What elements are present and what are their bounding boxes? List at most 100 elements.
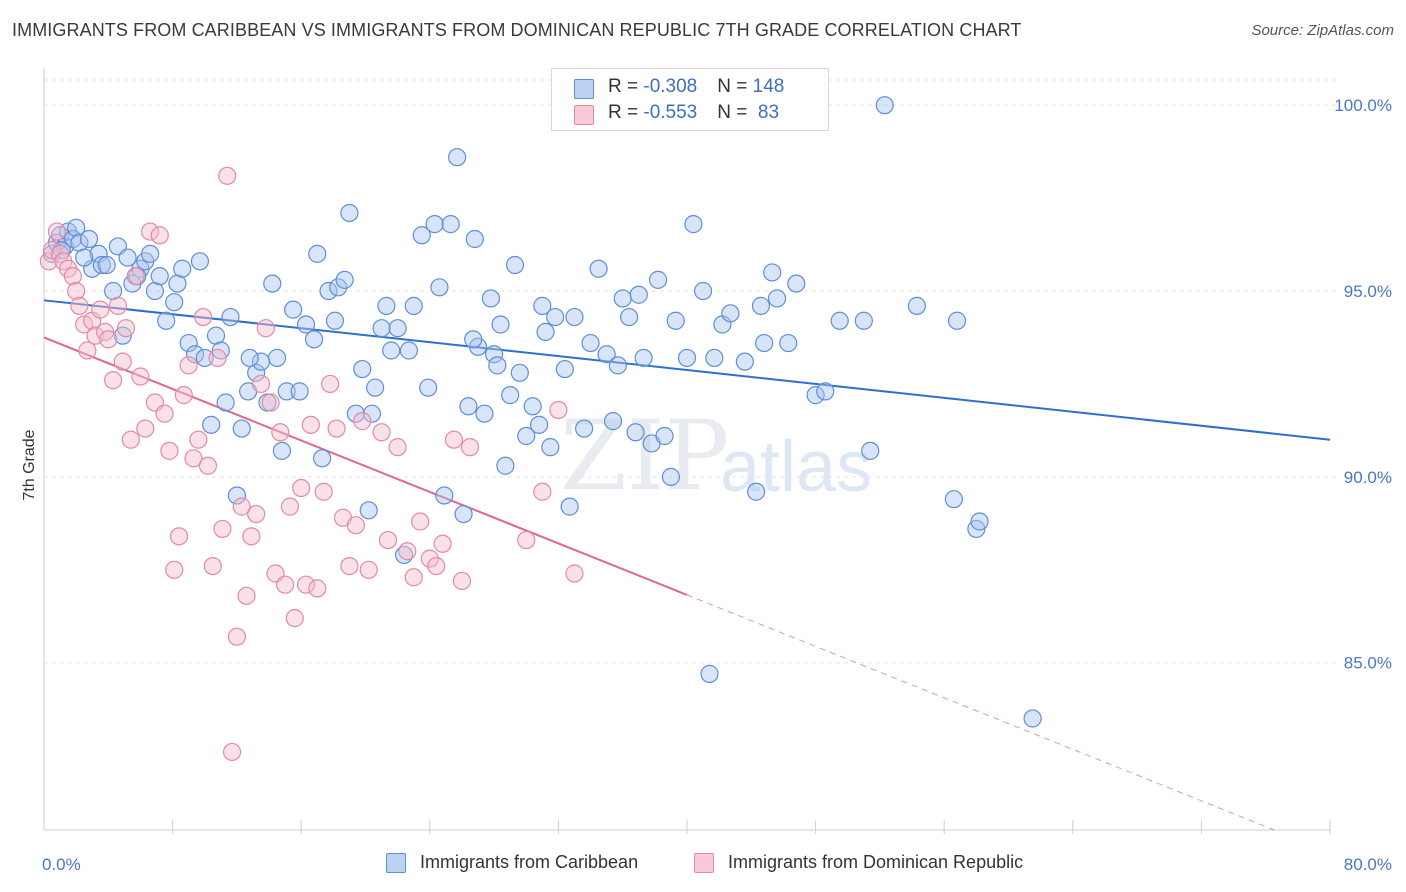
y-axis-label: 7th Grade (21, 429, 38, 500)
legend-n-label: N = (717, 76, 753, 97)
point-caribbean (388, 319, 407, 338)
point-caribbean (464, 330, 483, 349)
trend-line-solid-1 (43, 336, 688, 596)
point-caribbean (608, 356, 627, 375)
point-dominican (184, 449, 203, 468)
point-caribbean (944, 490, 963, 509)
point-caribbean (634, 348, 653, 368)
point-caribbean (308, 244, 327, 263)
point-caribbean (501, 386, 520, 405)
point-caribbean (517, 426, 536, 446)
point-caribbean (290, 382, 309, 401)
point-dominican (165, 560, 184, 579)
point-dominican (136, 419, 155, 438)
point-dominican (70, 296, 89, 315)
point-caribbean (454, 504, 473, 524)
point-caribbean (150, 267, 169, 286)
point-caribbean (947, 311, 967, 330)
point-dominican (208, 348, 227, 368)
legend-swatch-caribbean (574, 79, 594, 99)
point-caribbean (626, 423, 645, 442)
point-caribbean (560, 497, 579, 516)
point-caribbean (661, 467, 681, 486)
point-dominican (378, 530, 398, 550)
point-caribbean (382, 341, 401, 360)
point-dominican (296, 575, 316, 594)
point-caribbean (565, 307, 584, 327)
legend-r-label: R = (608, 102, 644, 123)
point-dominican (517, 530, 536, 550)
point-caribbean (221, 307, 240, 327)
point-caribbean (555, 359, 574, 379)
point-caribbean (747, 482, 766, 501)
point-caribbean (296, 315, 316, 334)
point-dominican (140, 222, 160, 241)
point-caribbean (216, 393, 235, 412)
point-dominican (99, 330, 118, 349)
point-caribbean (629, 285, 648, 304)
point-dominican (63, 267, 83, 286)
trend-line-dashed-1 (686, 594, 1275, 831)
point-caribbean (620, 307, 639, 327)
point-caribbean (597, 345, 616, 364)
point-caribbean (319, 281, 338, 301)
legend-swatch-dominican (574, 105, 594, 125)
point-dominican (280, 497, 300, 516)
point-caribbean (232, 419, 251, 438)
point-caribbean (227, 486, 246, 505)
bottom-legend-swatch-dominican (694, 853, 714, 873)
legend-n-label: N = (717, 102, 753, 123)
point-caribbean (806, 386, 825, 405)
point-dominican (460, 438, 480, 457)
legend-n-value: 148 (752, 76, 785, 97)
point-caribbean (816, 382, 835, 401)
point-dominican (242, 527, 261, 546)
point-dominican (404, 568, 423, 587)
point-dominican (47, 222, 66, 241)
point-caribbean (700, 664, 719, 683)
point-caribbean (97, 255, 116, 275)
point-dominican (444, 430, 464, 449)
point-dominican (398, 542, 417, 561)
point-dominican (372, 423, 391, 442)
point-caribbean (603, 412, 623, 431)
point-dominican (237, 586, 256, 605)
point-caribbean (335, 270, 354, 289)
point-caribbean (613, 289, 632, 308)
point-caribbean (721, 304, 740, 323)
point-dominican (261, 393, 280, 412)
point-caribbean (666, 311, 685, 330)
correlation-legend: R = -0.308 N = 148 R = -0.553 N = 83 (551, 68, 829, 131)
point-dominican (549, 400, 568, 420)
point-caribbean (970, 512, 989, 531)
point-dominican (346, 516, 365, 535)
point-caribbean (399, 341, 419, 360)
point-caribbean (767, 289, 787, 308)
point-caribbean (165, 293, 184, 312)
point-caribbean (359, 501, 378, 520)
legend-r-value: -0.553 (643, 102, 698, 123)
point-dominican (150, 226, 169, 245)
point-caribbean (441, 215, 460, 234)
point-dominican (213, 519, 232, 539)
point-dominican (353, 412, 372, 431)
legend-n-value: 83 (752, 102, 780, 123)
chart-title: IMMIGRANTS FROM CARIBBEAN VS IMMIGRANTS … (12, 20, 1022, 40)
point-caribbean (404, 296, 423, 315)
point-caribbean (533, 296, 552, 315)
point-caribbean (190, 252, 210, 271)
y-tick-label: 95.0% (1344, 282, 1392, 301)
point-caribbean (425, 215, 444, 234)
point-dominican (271, 423, 290, 442)
point-caribbean (267, 348, 287, 368)
point-caribbean (202, 415, 221, 434)
point-caribbean (763, 263, 782, 282)
point-caribbean (875, 96, 894, 115)
point-dominican (301, 415, 320, 434)
point-dominican (91, 300, 110, 319)
point-caribbean (861, 441, 880, 460)
point-caribbean (430, 278, 449, 297)
point-caribbean (510, 363, 529, 382)
point-dominican (194, 307, 213, 327)
